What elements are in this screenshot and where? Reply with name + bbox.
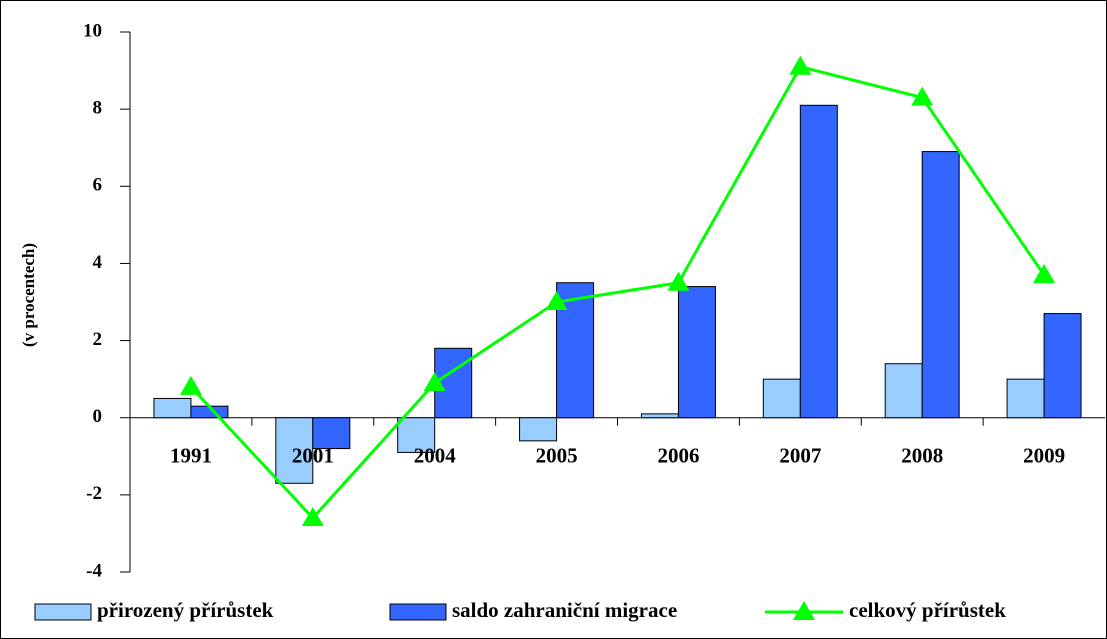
- bar: [275, 417, 314, 484]
- y-tick-label: -4: [86, 560, 102, 581]
- bar: [1043, 313, 1082, 419]
- marker: [911, 86, 934, 106]
- y-tick-label: 10: [83, 20, 102, 41]
- x-tick-label: 2004: [414, 444, 457, 468]
- x-tick-label: 2005: [536, 444, 578, 468]
- bar: [519, 417, 558, 442]
- x-tick-label: 2006: [657, 444, 699, 468]
- marker: [301, 507, 324, 526]
- marker: [667, 271, 690, 291]
- bar: [397, 417, 436, 453]
- marker: [789, 55, 812, 75]
- bar: [312, 417, 351, 450]
- bar: [640, 413, 679, 419]
- marker: [179, 375, 202, 395]
- legend-swatch: [34, 603, 92, 621]
- y-axis-label: (v procentech): [19, 243, 38, 347]
- x-tick-label: 2001: [292, 444, 334, 468]
- bar: [884, 363, 923, 419]
- y-tick-label: 4: [93, 252, 103, 273]
- marker: [545, 291, 568, 310]
- x-tick-label: 2007: [779, 444, 821, 468]
- bar: [1006, 378, 1045, 419]
- line: [189, 64, 1046, 521]
- bar: [921, 151, 960, 419]
- y-tick-label: 6: [93, 175, 103, 196]
- x-tick-label: 2009: [1023, 444, 1065, 468]
- y-tick-label: 0: [93, 406, 103, 427]
- bar: [799, 104, 838, 419]
- bar: [762, 378, 801, 419]
- y-tick-label: -2: [86, 483, 102, 504]
- y-tick-label: 2: [93, 329, 103, 350]
- bar: [677, 286, 716, 419]
- legend-label: saldo zahraniční migrace: [452, 598, 677, 622]
- marker: [423, 372, 446, 391]
- marker: [1033, 264, 1056, 283]
- legend-label: přirozený přírůstek: [97, 598, 274, 622]
- x-tick-label: 1991: [170, 444, 212, 468]
- legend-swatch: [389, 603, 447, 621]
- legend-label: celkový přírůstek: [849, 598, 1006, 622]
- y-tick-label: 8: [93, 98, 103, 119]
- bar: [153, 397, 192, 419]
- legend-swatch: [793, 601, 815, 620]
- x-tick-label: 2008: [901, 444, 943, 468]
